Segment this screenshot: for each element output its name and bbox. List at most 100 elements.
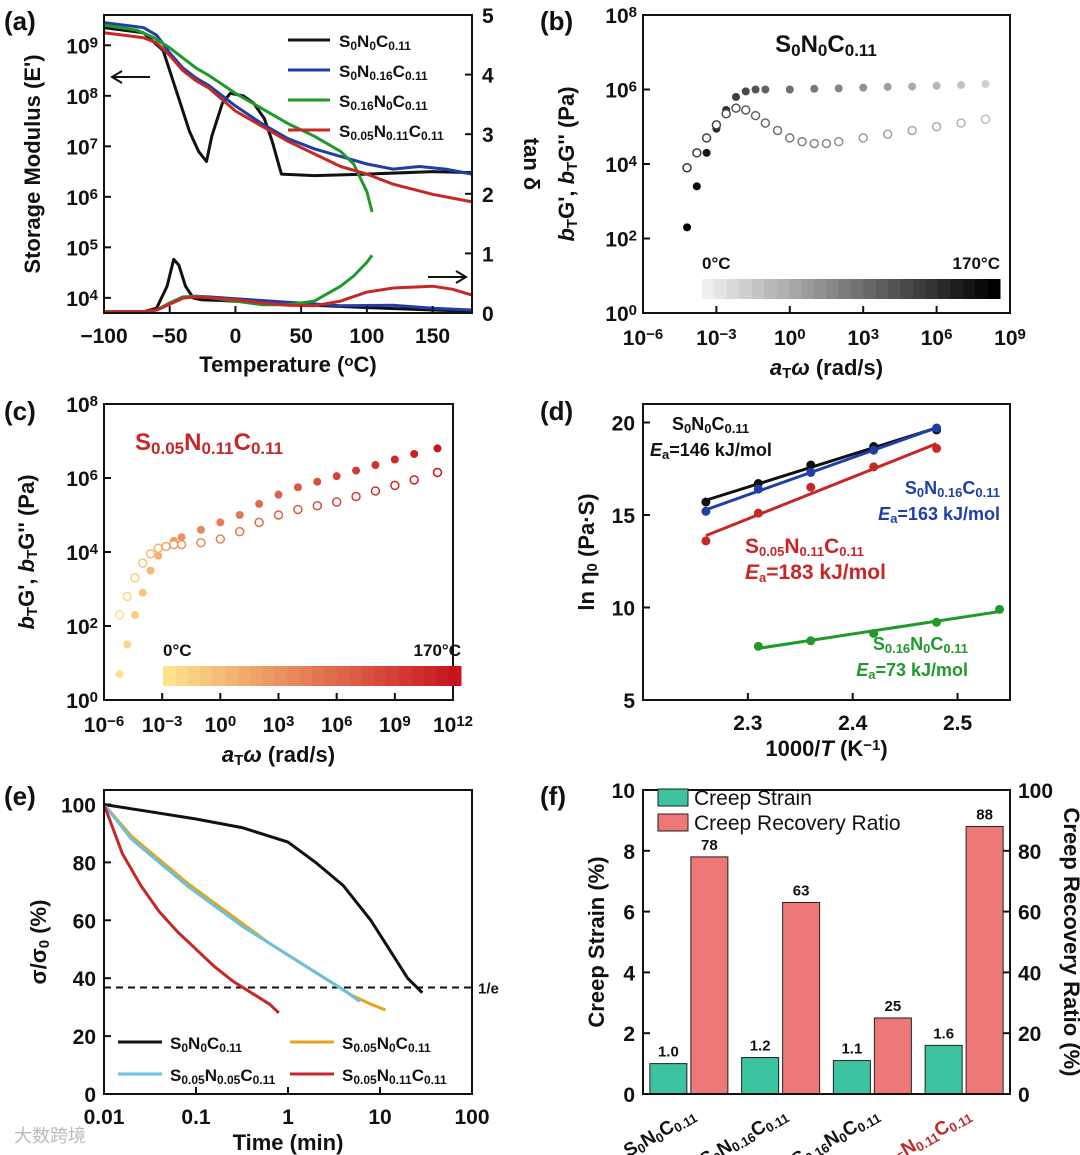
x-tick-label: −100 [80, 325, 127, 348]
colorbar-segment [925, 279, 939, 299]
x-tick-label: 0 [230, 325, 242, 348]
legend-label: S0.05N0.11C0.11 [342, 1066, 447, 1087]
loss-modulus-point [196, 538, 206, 548]
y-tick-label: 104 [66, 541, 98, 565]
y-tick-label: 4 [623, 962, 635, 985]
fit-line [758, 610, 1000, 650]
loss-modulus-point [701, 133, 712, 143]
activation-energy-label: Ea=146 kJ/mol [650, 440, 772, 462]
colorbar-segment [225, 666, 238, 686]
legend-label: S0N0.16C0.11 [339, 62, 428, 83]
modulus-line [103, 21, 473, 176]
loss-modulus-point [254, 517, 264, 528]
loss-modulus-point [370, 486, 381, 496]
colorbar-segment [262, 666, 276, 686]
panel-e: (e) 1/e 0.01 0.1 1 10 100 0 20 40 60 80 100 Time (min… [4, 781, 499, 1155]
storage-modulus-point [883, 82, 892, 91]
storage-modulus-point [216, 518, 225, 527]
loss-modulus-point [122, 591, 133, 602]
panel-label: (e) [4, 781, 36, 811]
colorbar-segment [163, 666, 176, 686]
y-tick-label: 107 [66, 135, 98, 159]
data-point [869, 462, 879, 472]
legend-swatch [657, 788, 689, 807]
storage-modulus-point [702, 148, 711, 157]
colorbar-segment [950, 279, 964, 299]
storage-modulus-point [834, 84, 843, 93]
storage-modulus-point [932, 81, 941, 90]
colorbar-segment [888, 279, 902, 299]
creep-strain-bar [741, 1057, 780, 1095]
chart-title: S0N0C0.11 [775, 31, 877, 60]
x-tick-label: 10−3 [142, 713, 182, 737]
watermark: 大数跨境 [14, 1126, 86, 1147]
plot-frame [642, 789, 1011, 1095]
loss-modulus-point [215, 534, 226, 544]
storage-modulus-point [810, 84, 819, 93]
activation-energy-label: Ea=73 kJ/mol [856, 660, 968, 682]
y-tick-label: 20 [612, 413, 635, 436]
creep-strain-bar [832, 1060, 871, 1095]
loss-modulus-point [234, 526, 245, 537]
colorbar-segment [398, 666, 412, 686]
y2-tick-label: 100 [1018, 780, 1053, 803]
plot-frame [103, 14, 473, 314]
loss-modulus-point [682, 162, 692, 173]
storage-modulus-point [138, 588, 147, 597]
storage-modulus-point [177, 533, 186, 542]
colorbar-segment [312, 666, 325, 686]
colorbar-segment [962, 279, 976, 299]
x-category-label: S0N0.16C0.11 [696, 1104, 791, 1155]
y-axis-label: bTG', bTG'' (Pa) [554, 86, 581, 241]
activation-energy-label: Ea=163 kJ/mol [878, 504, 1000, 526]
y-tick-label: 108 [605, 4, 637, 28]
loss-modulus-point [772, 125, 783, 136]
colorbar-segment [349, 666, 363, 686]
y-tick-label: 8 [623, 841, 635, 864]
y-tick-label: 15 [612, 505, 636, 528]
fit-line [705, 426, 938, 512]
plot-frame [642, 403, 1011, 701]
colorbar-segment [423, 666, 437, 686]
x-tick-label: 1 [282, 1106, 294, 1129]
x-tick-label: 2.3 [733, 712, 762, 735]
panel-b: (b) 10−6 10−3 100 103 106 109 100 102 104 106 108 aT… [540, 4, 1026, 382]
storage-modulus-point [751, 85, 760, 94]
data-point [806, 460, 816, 470]
chart-title: S0.05N0.11C0.11 [135, 429, 283, 458]
creep-strain-value: 1.6 [933, 1025, 954, 1042]
y-tick-label: 2 [623, 1023, 635, 1046]
colorbar-segment [875, 279, 889, 299]
y-tick-label: 60 [73, 910, 96, 933]
loss-modulus-point [409, 475, 419, 485]
panel-f: (f) 1.0 78 S0N0C0.11 1.2 63 S0N0.16C0.11 1.1 25 S… [540, 780, 1080, 1155]
x-axis-label: 1000/T (K−1) [765, 736, 887, 761]
y-tick-label: 20 [73, 1026, 96, 1049]
storage-modulus-point [196, 525, 205, 534]
right-arrow-icon [428, 270, 468, 284]
loss-modulus-point [785, 133, 795, 143]
panel-label: (f) [540, 781, 566, 811]
y-tick-label: 100 [61, 794, 96, 817]
y2-tick-label: 4 [482, 65, 494, 88]
loss-modulus-point [432, 467, 443, 478]
recovery-ratio-value: 78 [701, 837, 718, 854]
data-point [753, 508, 763, 518]
storage-modulus-point [859, 83, 868, 92]
panel-a: (a) −100 −50 0 50 100 150 104 105 106 107 108 109 0 1 2… [4, 5, 544, 377]
x-tick-label: 100 [454, 1106, 489, 1129]
loss-modulus-point [351, 491, 361, 502]
data-point [806, 467, 816, 477]
storage-modulus-point [123, 640, 132, 649]
series-name-label: S0.16N0C0.11 [873, 634, 968, 656]
recovery-ratio-bar [873, 1017, 912, 1095]
relaxation-line [103, 803, 424, 994]
data-point [932, 617, 942, 627]
recovery-ratio-value: 25 [885, 998, 902, 1015]
y-tick-label: 0 [84, 1084, 96, 1107]
loss-modulus-point [833, 136, 844, 147]
data-point [753, 484, 763, 494]
legend-swatch [657, 813, 689, 832]
panel-c: (c) 10−6 10−3 100 103 106 109 1012 100 102 104 106 1… [4, 393, 473, 769]
